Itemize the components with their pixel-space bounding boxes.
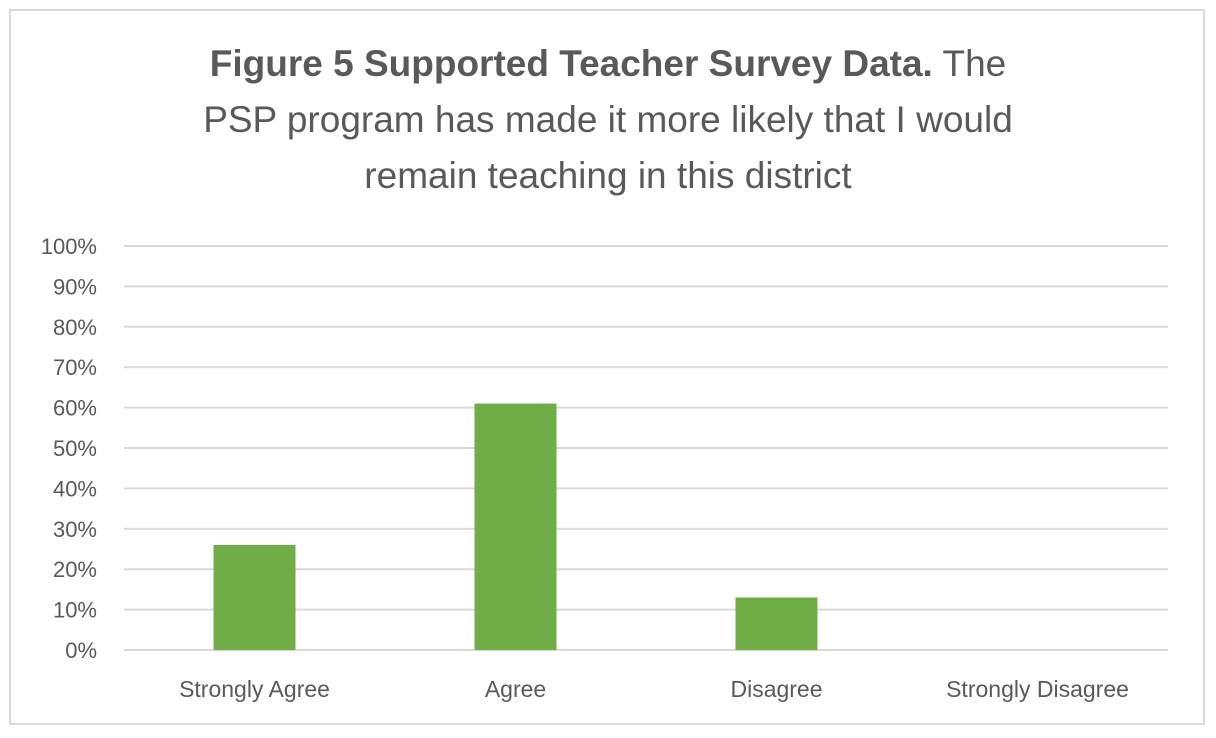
chart-title: Figure 5 Supported Teacher Survey Data. … (0, 36, 1216, 204)
chart-title-line-1: Figure 5 Supported Teacher Survey Data. … (0, 36, 1216, 92)
y-tick-label: 20% (53, 557, 97, 582)
chart-title-line-3: remain teaching in this district (364, 155, 852, 196)
bars (213, 403, 818, 650)
y-tick-label: 70% (53, 355, 97, 380)
bar-strongly-agree (213, 544, 296, 650)
gridlines (124, 245, 1168, 651)
x-category-label: Disagree (730, 676, 822, 702)
y-tick-label: 10% (53, 598, 97, 623)
y-tick-label: 60% (53, 396, 97, 421)
x-category-label: Strongly Disagree (946, 676, 1129, 702)
y-tick-label: 30% (53, 517, 97, 542)
y-tick-label: 40% (53, 476, 97, 501)
x-category-label: Strongly Agree (179, 676, 330, 702)
chart-title-line-2: PSP program has made it more likely that… (203, 99, 1013, 140)
chart-title-line-1-rest: The (942, 43, 1007, 84)
x-axis-category-labels: Strongly Agree Agree Disagree Strongly Disa… (179, 676, 1129, 702)
y-tick-label: 0% (65, 638, 97, 663)
y-tick-label: 90% (53, 274, 97, 299)
y-tick-label: 100% (41, 234, 97, 259)
y-tick-label: 50% (53, 436, 97, 461)
chart-title-bold: Figure 5 Supported Teacher Survey Data. (209, 43, 933, 84)
x-category-label: Agree (485, 676, 546, 702)
y-axis-tick-labels: 0% 10% 20% 30% 40% 50% 60% 70% 80% 90% 100% (41, 234, 97, 663)
y-tick-label: 80% (53, 315, 97, 340)
bar-disagree (735, 597, 818, 650)
bar-agree (474, 403, 557, 650)
